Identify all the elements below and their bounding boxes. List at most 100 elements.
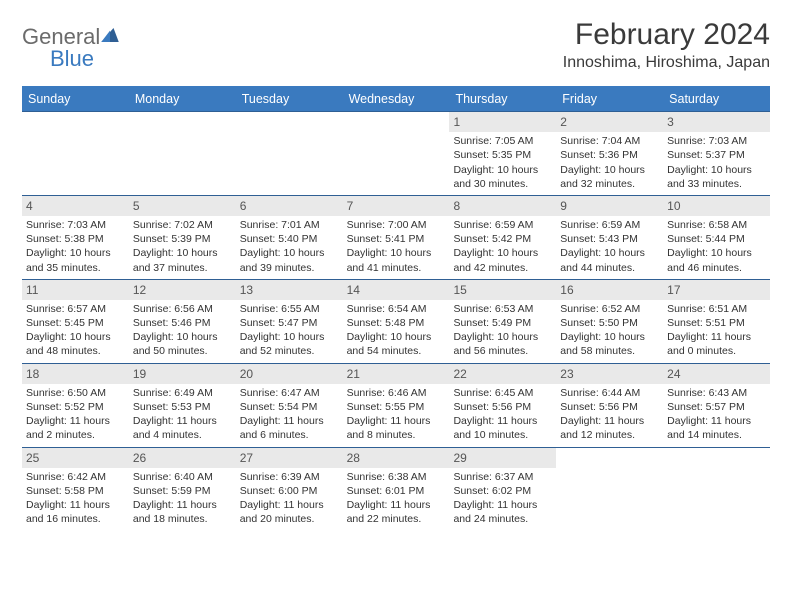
page-title: February 2024 [563,18,770,52]
day-number: 8 [449,196,556,216]
daylight-line: Daylight: 10 hours and 32 minutes. [560,163,659,191]
day-cell: 29Sunrise: 6:37 AMSunset: 6:02 PMDayligh… [449,448,556,531]
title-block: February 2024 Innoshima, Hiroshima, Japa… [563,18,770,72]
sunrise-line: Sunrise: 6:57 AM [26,302,125,316]
sunset-line: Sunset: 5:56 PM [560,400,659,414]
day-number: 9 [556,196,663,216]
sunrise-line: Sunrise: 6:45 AM [453,386,552,400]
day-number: 27 [236,448,343,468]
sunrise-line: Sunrise: 6:50 AM [26,386,125,400]
day-cell: 10Sunrise: 6:58 AMSunset: 5:44 PMDayligh… [663,196,770,279]
sunrise-line: Sunrise: 6:43 AM [667,386,766,400]
sunset-line: Sunset: 5:47 PM [240,316,339,330]
calendar: Sunday Monday Tuesday Wednesday Thursday… [22,86,770,530]
day-cell: 3Sunrise: 7:03 AMSunset: 5:37 PMDaylight… [663,112,770,195]
day-number: 28 [343,448,450,468]
daylight-line: Daylight: 10 hours and 48 minutes. [26,330,125,358]
brand-triangle-icon [101,22,119,48]
sunset-line: Sunset: 5:59 PM [133,484,232,498]
sunrise-line: Sunrise: 6:38 AM [347,470,446,484]
sunrise-line: Sunrise: 6:56 AM [133,302,232,316]
day-cell [343,112,450,195]
sunset-line: Sunset: 5:41 PM [347,232,446,246]
day-number: 7 [343,196,450,216]
sunset-line: Sunset: 5:39 PM [133,232,232,246]
daylight-line: Daylight: 11 hours and 20 minutes. [240,498,339,526]
day-cell: 13Sunrise: 6:55 AMSunset: 5:47 PMDayligh… [236,280,343,363]
brand-logo: GeneralBlue [22,24,117,72]
daylight-line: Daylight: 11 hours and 0 minutes. [667,330,766,358]
day-cell: 23Sunrise: 6:44 AMSunset: 5:56 PMDayligh… [556,364,663,447]
sunrise-line: Sunrise: 6:59 AM [560,218,659,232]
daylight-line: Daylight: 10 hours and 41 minutes. [347,246,446,274]
day-number: 22 [449,364,556,384]
dow-thursday: Thursday [449,88,556,111]
day-cell: 7Sunrise: 7:00 AMSunset: 5:41 PMDaylight… [343,196,450,279]
sunset-line: Sunset: 5:48 PM [347,316,446,330]
day-cell: 15Sunrise: 6:53 AMSunset: 5:49 PMDayligh… [449,280,556,363]
day-number: 1 [449,112,556,132]
sunset-line: Sunset: 5:52 PM [26,400,125,414]
day-cell [663,448,770,531]
day-cell: 14Sunrise: 6:54 AMSunset: 5:48 PMDayligh… [343,280,450,363]
daylight-line: Daylight: 11 hours and 22 minutes. [347,498,446,526]
weeks-container: 1Sunrise: 7:05 AMSunset: 5:35 PMDaylight… [22,111,770,530]
sunrise-line: Sunrise: 6:53 AM [453,302,552,316]
daylight-line: Daylight: 11 hours and 4 minutes. [133,414,232,442]
day-number: 26 [129,448,236,468]
sunrise-line: Sunrise: 6:59 AM [453,218,552,232]
daylight-line: Daylight: 10 hours and 54 minutes. [347,330,446,358]
daylight-line: Daylight: 11 hours and 8 minutes. [347,414,446,442]
sunrise-line: Sunrise: 6:49 AM [133,386,232,400]
header: GeneralBlue February 2024 Innoshima, Hir… [22,18,770,72]
sunrise-line: Sunrise: 7:03 AM [667,134,766,148]
sunset-line: Sunset: 5:36 PM [560,148,659,162]
day-cell: 1Sunrise: 7:05 AMSunset: 5:35 PMDaylight… [449,112,556,195]
sunset-line: Sunset: 5:54 PM [240,400,339,414]
sunset-line: Sunset: 5:37 PM [667,148,766,162]
daylight-line: Daylight: 10 hours and 44 minutes. [560,246,659,274]
sunset-line: Sunset: 5:44 PM [667,232,766,246]
daylight-line: Daylight: 10 hours and 37 minutes. [133,246,232,274]
sunrise-line: Sunrise: 6:47 AM [240,386,339,400]
sunset-line: Sunset: 6:01 PM [347,484,446,498]
day-cell [556,448,663,531]
day-cell: 5Sunrise: 7:02 AMSunset: 5:39 PMDaylight… [129,196,236,279]
day-number: 23 [556,364,663,384]
daylight-line: Daylight: 11 hours and 24 minutes. [453,498,552,526]
day-cell [129,112,236,195]
sunset-line: Sunset: 5:57 PM [667,400,766,414]
week-row: 1Sunrise: 7:05 AMSunset: 5:35 PMDaylight… [22,111,770,195]
daylight-line: Daylight: 10 hours and 42 minutes. [453,246,552,274]
sunset-line: Sunset: 5:58 PM [26,484,125,498]
day-cell [236,112,343,195]
sunset-line: Sunset: 5:55 PM [347,400,446,414]
sunset-line: Sunset: 5:53 PM [133,400,232,414]
sunset-line: Sunset: 5:51 PM [667,316,766,330]
day-cell: 24Sunrise: 6:43 AMSunset: 5:57 PMDayligh… [663,364,770,447]
sunset-line: Sunset: 5:35 PM [453,148,552,162]
sunrise-line: Sunrise: 6:37 AM [453,470,552,484]
day-number: 25 [22,448,129,468]
week-row: 11Sunrise: 6:57 AMSunset: 5:45 PMDayligh… [22,279,770,363]
daylight-line: Daylight: 10 hours and 46 minutes. [667,246,766,274]
day-cell: 16Sunrise: 6:52 AMSunset: 5:50 PMDayligh… [556,280,663,363]
day-cell: 26Sunrise: 6:40 AMSunset: 5:59 PMDayligh… [129,448,236,531]
day-number: 10 [663,196,770,216]
daylight-line: Daylight: 10 hours and 58 minutes. [560,330,659,358]
sunrise-line: Sunrise: 7:03 AM [26,218,125,232]
daylight-line: Daylight: 11 hours and 2 minutes. [26,414,125,442]
week-row: 25Sunrise: 6:42 AMSunset: 5:58 PMDayligh… [22,447,770,531]
daylight-line: Daylight: 11 hours and 18 minutes. [133,498,232,526]
sunset-line: Sunset: 6:00 PM [240,484,339,498]
sunrise-line: Sunrise: 6:46 AM [347,386,446,400]
day-number: 20 [236,364,343,384]
sunrise-line: Sunrise: 7:02 AM [133,218,232,232]
day-cell [22,112,129,195]
sunset-line: Sunset: 5:40 PM [240,232,339,246]
day-cell: 19Sunrise: 6:49 AMSunset: 5:53 PMDayligh… [129,364,236,447]
sunrise-line: Sunrise: 6:39 AM [240,470,339,484]
daylight-line: Daylight: 10 hours and 30 minutes. [453,163,552,191]
sunrise-line: Sunrise: 6:54 AM [347,302,446,316]
daylight-line: Daylight: 10 hours and 35 minutes. [26,246,125,274]
